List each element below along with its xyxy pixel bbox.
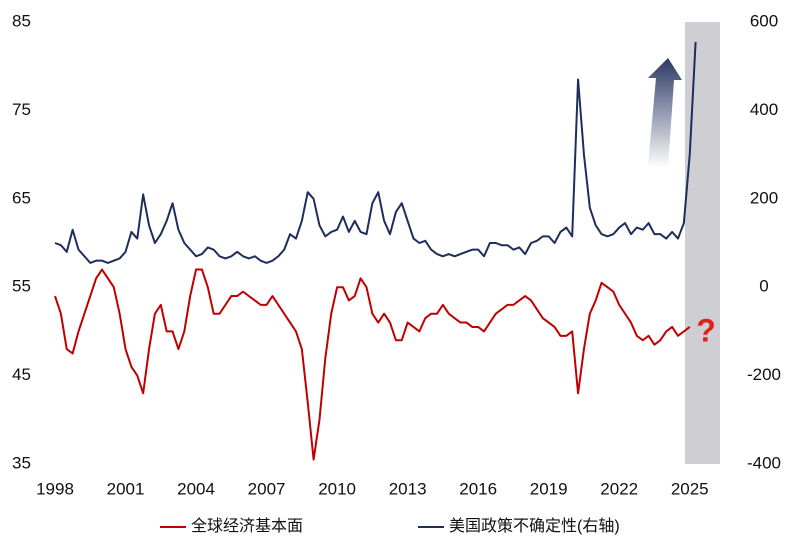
legend-label: 全球经济基本面	[191, 517, 303, 535]
x-tick-label: 2004	[177, 479, 215, 498]
x-tick-label: 2019	[530, 479, 568, 498]
series-line	[54, 41, 697, 264]
y2-tick-label: 200	[750, 188, 778, 207]
x-tick-label: 2013	[389, 479, 427, 498]
y2-tick-label: -200	[747, 365, 781, 384]
y-tick-label: 75	[12, 100, 31, 119]
y2-tick-label: -400	[747, 453, 781, 472]
x-tick-label: 2001	[107, 479, 145, 498]
x-tick-label: 2016	[459, 479, 497, 498]
y-tick-label: 85	[12, 11, 31, 30]
y2-tick-label: 400	[750, 100, 778, 119]
y2-tick-label: 0	[759, 277, 768, 296]
x-tick-label: 2025	[671, 479, 709, 498]
y2-tick-label: 600	[750, 11, 778, 30]
x-tick-label: 2007	[248, 479, 286, 498]
y-tick-label: 35	[12, 453, 31, 472]
x-tick-label: 1998	[36, 479, 74, 498]
highlight-band	[685, 22, 720, 464]
series-line	[54, 268, 691, 461]
x-tick-label: 2010	[318, 479, 356, 498]
y-tick-label: 45	[12, 365, 31, 384]
legend-label: 美国政策不确定性(右轴)	[449, 517, 620, 535]
annotation: ?	[696, 312, 716, 348]
y-tick-label: 65	[12, 188, 31, 207]
y-tick-label: 55	[12, 277, 31, 296]
up-arrow	[648, 58, 682, 168]
x-tick-label: 2022	[600, 479, 638, 498]
